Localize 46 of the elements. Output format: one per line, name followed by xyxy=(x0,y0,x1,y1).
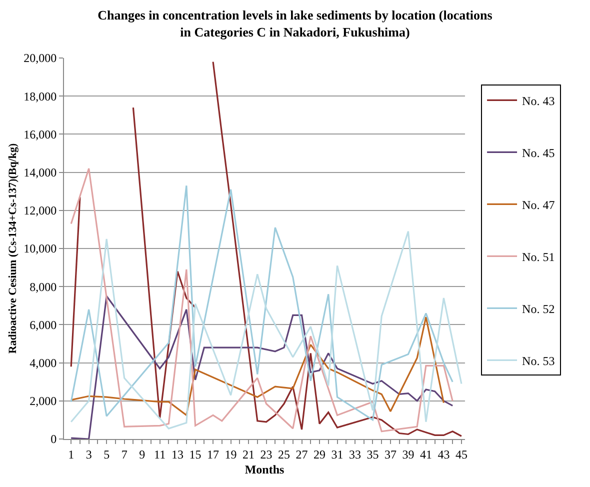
x-tick-label: 31 xyxy=(331,447,344,462)
legend-label: No. 53 xyxy=(522,354,555,368)
x-tick-label: 45 xyxy=(455,447,468,462)
x-tick-label: 35 xyxy=(366,447,379,462)
y-tick-label: 16,000 xyxy=(24,127,57,142)
x-tick-label: 3 xyxy=(86,447,92,462)
x-tick-label: 43 xyxy=(438,447,450,462)
legend-label: No. 51 xyxy=(522,250,555,264)
chart-title: Changes in concentration levels in lake sediments by location (locations in Categories C in Nakadori, Fukushima) xyxy=(98,7,492,40)
y-tick-label: 12,000 xyxy=(24,204,57,218)
x-tick-label: 19 xyxy=(224,447,237,462)
y-tick-label: 0 xyxy=(50,432,57,446)
x-tick-label: 39 xyxy=(402,447,414,462)
y-tick-label: 10,000 xyxy=(24,242,57,256)
line-series xyxy=(70,230,462,430)
y-tick-label: 2,000 xyxy=(30,394,57,408)
x-tick-label: 27 xyxy=(296,447,308,462)
x-tick-label: 5 xyxy=(104,447,110,462)
x-tick-label: 15 xyxy=(189,447,202,462)
x-tick-label: 17 xyxy=(207,447,220,462)
x-tick-label: 41 xyxy=(420,447,432,462)
x-tick-label: 23 xyxy=(260,447,272,462)
legend-label: No. 47 xyxy=(522,198,555,212)
x-tick-label: 1 xyxy=(68,447,74,462)
x-tick-label: 7 xyxy=(121,447,128,462)
x-tick-label: 29 xyxy=(314,447,326,462)
line-series xyxy=(70,316,445,416)
y-axis-title: Radioactive Cesium (Cs-134+Cs-137)(Bq/kg) xyxy=(7,142,20,354)
x-tick-label: 25 xyxy=(278,447,290,462)
x-axis-title: Months xyxy=(244,462,284,476)
y-tick-label: 18,000 xyxy=(24,89,57,104)
y-tick-label: 20,000 xyxy=(24,51,57,66)
y-tick-label: 4,000 xyxy=(30,356,57,370)
y-tick-label: 6,000 xyxy=(30,318,57,332)
y-tick-label: 14,000 xyxy=(24,166,57,180)
line-series xyxy=(70,295,454,439)
x-tick-label: 9 xyxy=(139,447,146,462)
x-tick-label: 33 xyxy=(348,447,361,462)
legend-label: No. 43 xyxy=(522,94,555,108)
legend-label: No. 52 xyxy=(522,302,555,316)
x-tick-label: 11 xyxy=(154,447,166,462)
y-tick-label: 8,000 xyxy=(30,280,57,294)
legend-label: No. 45 xyxy=(522,146,555,160)
x-tick-label: 13 xyxy=(172,447,184,462)
x-tick-label: 37 xyxy=(384,447,396,462)
x-tick-label: 21 xyxy=(242,447,255,462)
